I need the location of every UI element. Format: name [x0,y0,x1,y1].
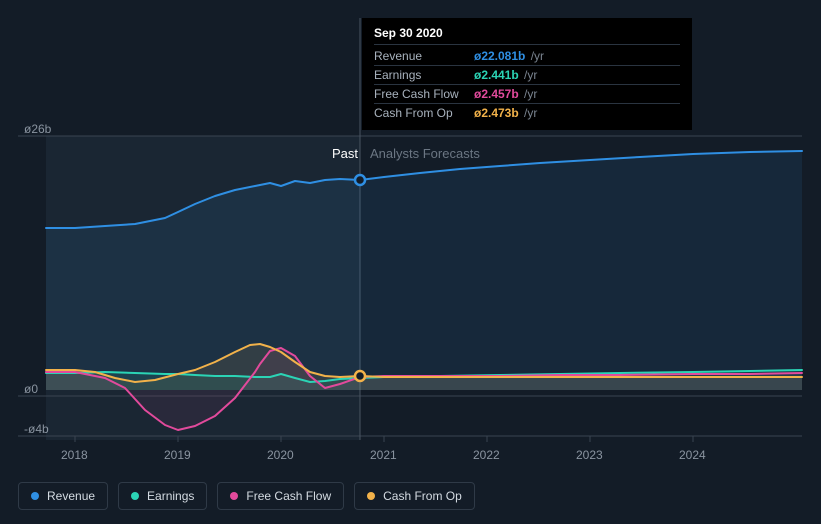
tooltip-date: Sep 30 2020 [374,26,680,45]
tooltip-row-value: ø2.441b /yr [474,68,537,82]
x-label: 2023 [576,448,603,462]
section-past-label: Past [332,146,358,161]
section-forecast-label: Analysts Forecasts [370,146,480,161]
x-label: 2022 [473,448,500,462]
legend-item-revenue[interactable]: Revenue [18,482,108,510]
tooltip-row-label: Revenue [374,49,474,63]
y-label-min: -ø4b [24,422,49,436]
x-label: 2020 [267,448,294,462]
legend-swatch [367,492,375,500]
financial-forecast-chart: ø26b ø0 -ø4b Past Analysts Forecasts 201… [0,0,821,524]
tooltip-row: Revenueø22.081b /yr [374,47,680,66]
x-label: 2024 [679,448,706,462]
tooltip-row-value: ø2.473b /yr [474,106,537,120]
tooltip-row-label: Cash From Op [374,106,474,120]
legend-item-earnings[interactable]: Earnings [118,482,207,510]
legend-label: Cash From Op [383,489,462,503]
chart-tooltip: Sep 30 2020 Revenueø22.081b /yrEarningsø… [362,18,692,130]
tooltip-row-value: ø22.081b /yr [474,49,544,63]
chart-legend: Revenue Earnings Free Cash Flow Cash From O… [18,482,475,510]
legend-label: Free Cash Flow [246,489,331,503]
legend-swatch [230,492,238,500]
tooltip-row-value: ø2.457b /yr [474,87,537,101]
legend-item-fcf[interactable]: Free Cash Flow [217,482,344,510]
tooltip-row-label: Earnings [374,68,474,82]
y-label-max: ø26b [24,122,51,136]
x-label: 2018 [61,448,88,462]
legend-swatch [31,492,39,500]
legend-label: Earnings [147,489,194,503]
legend-swatch [131,492,139,500]
tooltip-row-label: Free Cash Flow [374,87,474,101]
x-label: 2021 [370,448,397,462]
x-label: 2019 [164,448,191,462]
legend-item-cfo[interactable]: Cash From Op [354,482,475,510]
legend-label: Revenue [47,489,95,503]
y-label-zero: ø0 [24,382,38,396]
tooltip-row: Free Cash Flowø2.457b /yr [374,85,680,104]
tooltip-row: Earningsø2.441b /yr [374,66,680,85]
tooltip-row: Cash From Opø2.473b /yr [374,104,680,122]
